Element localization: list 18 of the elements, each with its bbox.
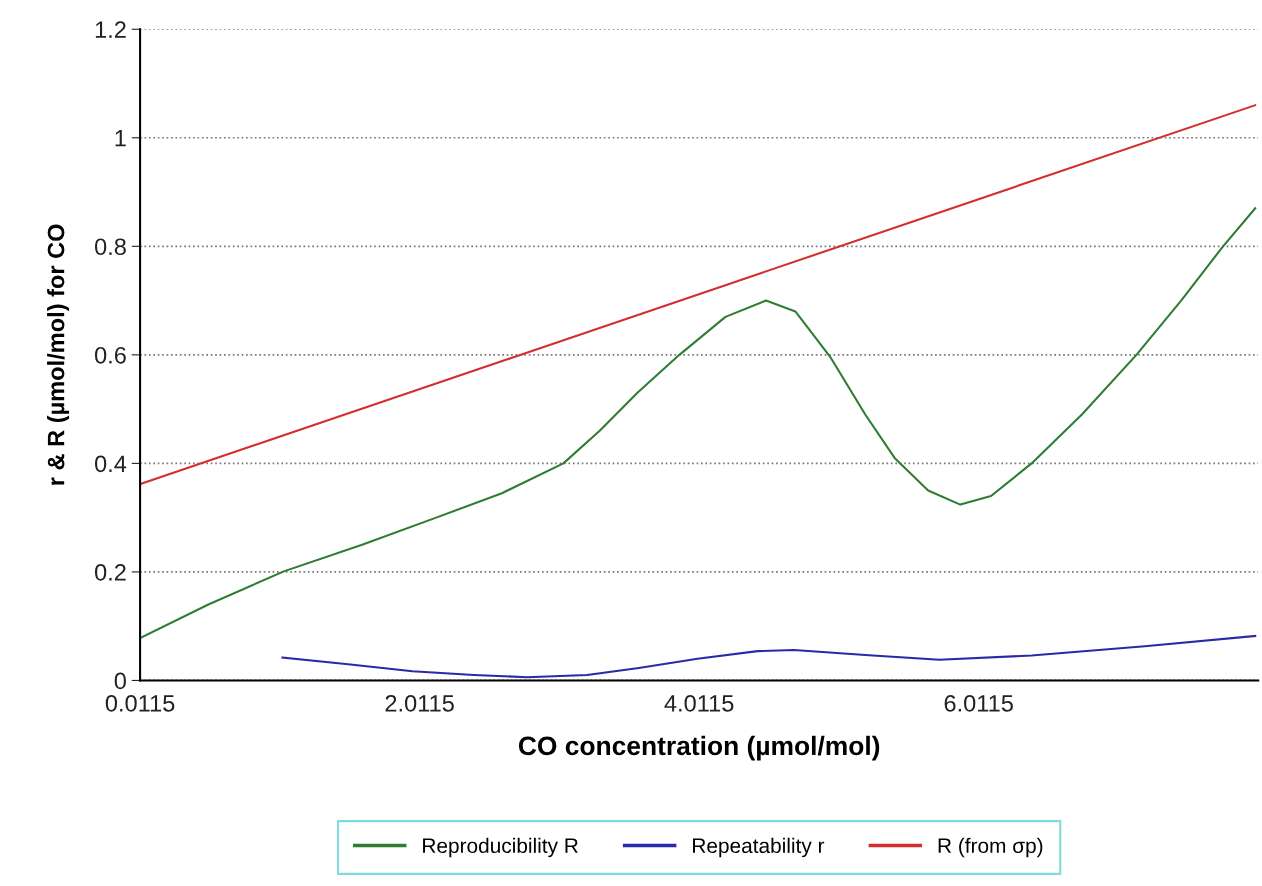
y-tick-label: 1 [115,130,126,147]
y-tick-label: 0.6 [94,346,126,364]
x-axis-title: CO concentration (µmol/mol) [518,735,880,761]
y-axis-title: r & R (µmol/mol) for CO [47,224,70,485]
y-tick-label: 0.8 [94,238,126,256]
legend-label: Repeatability r [693,837,825,858]
x-tick-label: 0.0115 [105,694,175,712]
x-tick-label: 6.0115 [944,694,1013,712]
y-tick-label: 1.2 [95,21,126,38]
y-tick-label: 0 [114,672,126,690]
y-tick-label: 0.2 [94,563,126,581]
x-tick-label: 2.0115 [385,694,454,712]
legend-label: Reproducibility R [423,837,578,858]
legend-label: R (from σp) [938,837,1043,858]
line-series [281,634,1257,679]
line-series [140,207,1257,640]
x-tick-label: 4.0115 [664,694,734,712]
y-tick-label: 0.4 [94,455,127,473]
